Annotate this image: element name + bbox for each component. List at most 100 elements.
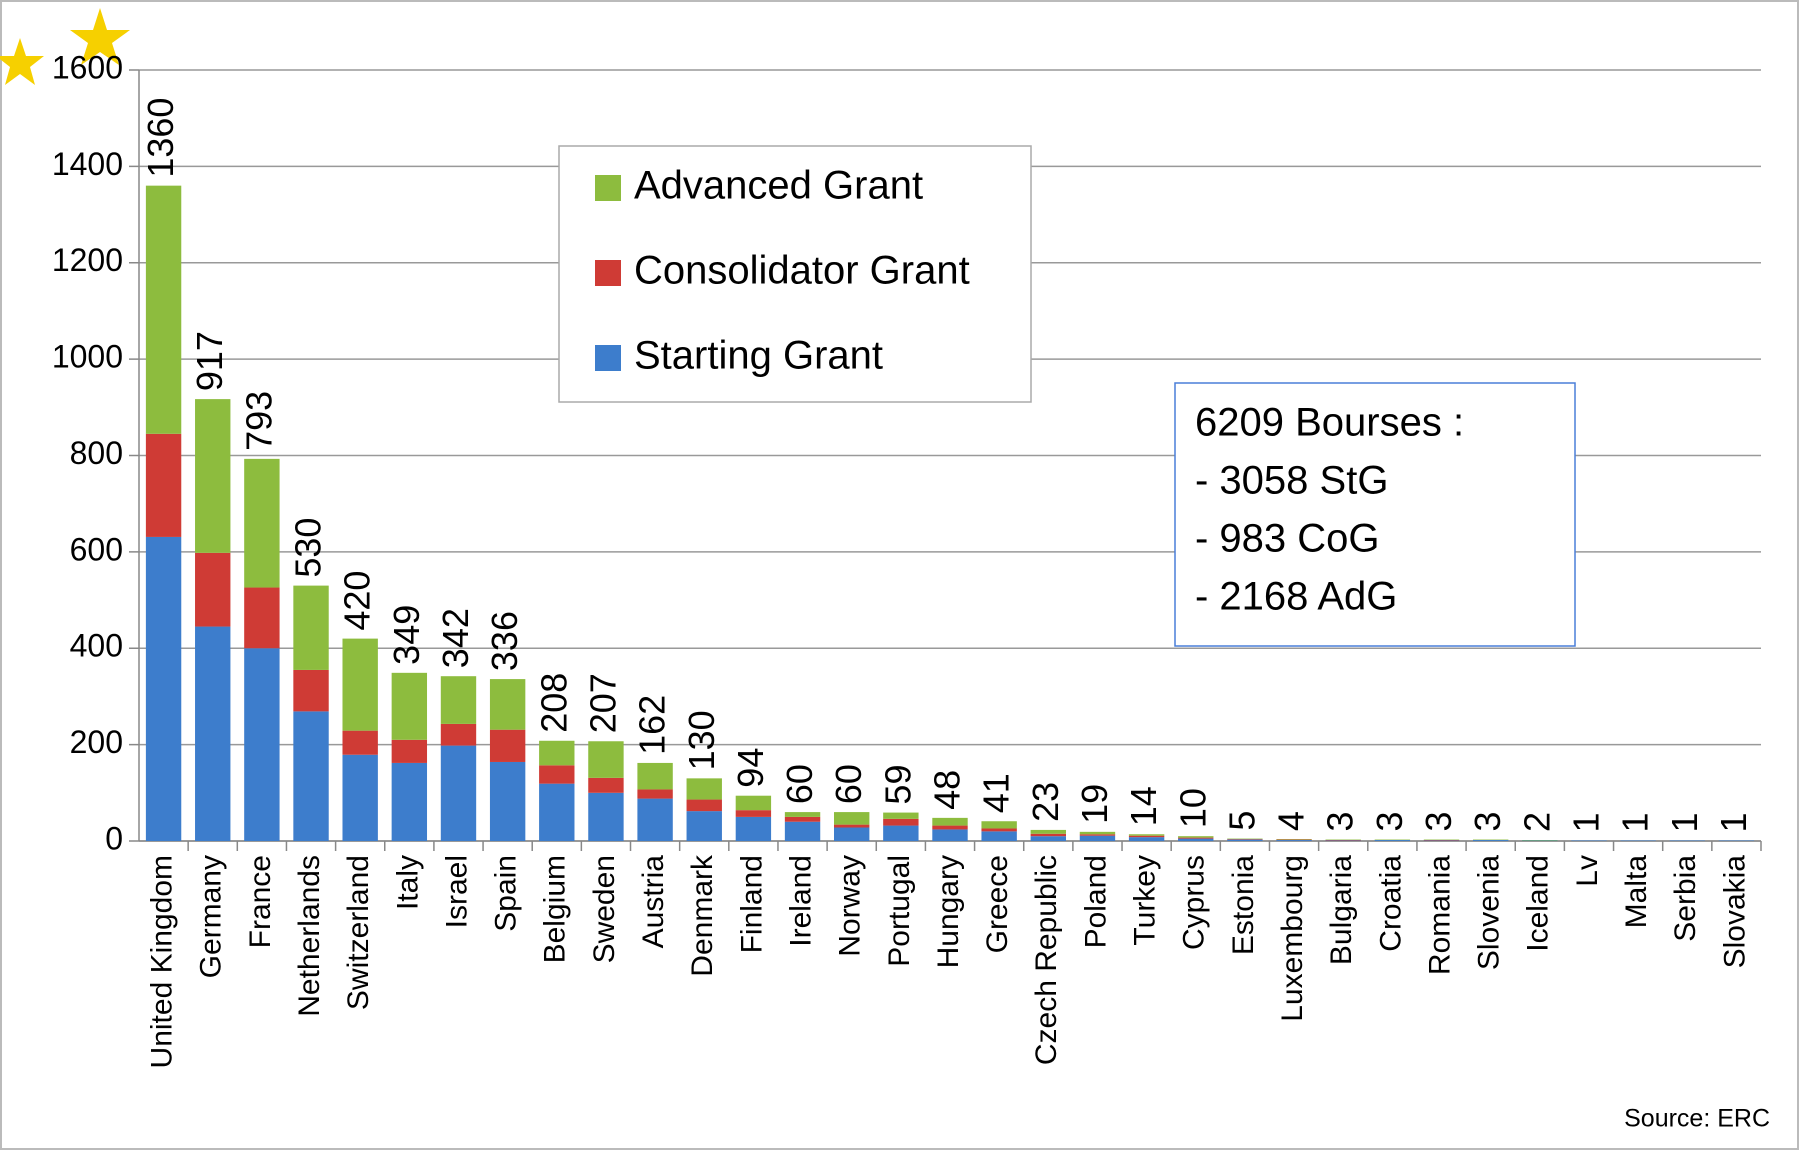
bar-segment	[1472, 840, 1509, 841]
x-tick-label: Turkey	[1129, 855, 1162, 946]
data-label: 4	[1271, 811, 1312, 831]
bar-segment	[883, 818, 919, 826]
x-tick-label: Belgium	[539, 855, 572, 963]
x-tick-label: Poland	[1079, 855, 1112, 948]
annotation-line: 6209 Bourses :	[1195, 401, 1464, 445]
bar-segment	[1128, 837, 1165, 841]
x-tick-label: Croatia	[1374, 855, 1407, 952]
data-label: 14	[1123, 786, 1164, 826]
bar-segment	[195, 399, 231, 553]
bar-segment	[145, 185, 182, 434]
bar-segment	[735, 795, 772, 811]
bar-segment	[686, 799, 722, 812]
x-tick-label: Estonia	[1227, 855, 1260, 955]
data-label: 5	[1221, 811, 1262, 831]
x-tick-label: Serbia	[1669, 855, 1702, 942]
x-tick-label: Sweden	[588, 855, 621, 963]
bar-segment	[539, 765, 575, 784]
bar-segment	[784, 812, 821, 817]
bar-segment	[440, 723, 477, 746]
bar-segment	[1374, 840, 1411, 841]
y-tick-label: 1200	[52, 242, 123, 278]
bar-segment	[834, 812, 870, 825]
data-label: 59	[877, 765, 918, 805]
data-label: 10	[1172, 788, 1213, 828]
legend-swatch	[595, 345, 621, 371]
bar-segment	[293, 711, 329, 841]
x-tick-label: Greece	[981, 855, 1014, 953]
bar-segment	[637, 789, 673, 799]
bar-segment	[834, 824, 870, 828]
bar-segment	[1276, 840, 1312, 841]
data-label: 342	[435, 608, 476, 668]
x-tick-label: France	[244, 855, 277, 948]
data-label: 3	[1369, 812, 1410, 832]
legend-label: Starting Grant	[634, 334, 883, 378]
bar-segment	[981, 828, 1017, 832]
data-label: 1	[1565, 812, 1606, 832]
bar-segment	[1128, 834, 1165, 836]
x-tick-label: Hungary	[932, 855, 965, 968]
x-tick-label: Slovakia	[1718, 855, 1751, 969]
bar-segment	[784, 821, 821, 841]
bar-segment	[932, 817, 968, 826]
bar-segment	[1178, 838, 1214, 841]
data-label: 60	[828, 764, 869, 804]
bar-segment	[686, 778, 722, 800]
bar-segment	[981, 831, 1017, 841]
legend-swatch	[595, 260, 621, 286]
bar-segment	[735, 810, 772, 817]
x-tick-label: United Kingdom	[145, 855, 178, 1068]
data-label: 1360	[140, 98, 181, 178]
bar-segment	[539, 783, 575, 841]
data-label: 94	[730, 748, 771, 788]
bar-segment	[1178, 837, 1214, 839]
data-label: 23	[1025, 782, 1066, 822]
x-tick-label: Spain	[490, 855, 523, 932]
bar-segment	[588, 792, 624, 841]
data-label: 1	[1615, 812, 1656, 832]
x-tick-label: Iceland	[1522, 855, 1555, 952]
annotation-line: - 2168 AdG	[1195, 575, 1397, 619]
bar-segment	[244, 648, 280, 841]
bar-segment	[342, 730, 378, 755]
y-tick-label: 1000	[52, 339, 123, 375]
legend-label: Advanced Grant	[634, 164, 923, 208]
y-tick-label: 0	[105, 820, 123, 856]
x-tick-label: Norway	[834, 855, 867, 957]
bar-segment	[244, 458, 280, 588]
bar-segment	[293, 669, 329, 712]
bar-segment	[932, 829, 968, 841]
x-tick-label: Cyprus	[1178, 855, 1211, 950]
data-label: 793	[238, 391, 279, 451]
data-label: 19	[1074, 784, 1115, 824]
bar-segment	[195, 626, 231, 841]
bar-segment	[1030, 833, 1066, 837]
annotation-line: - 983 CoG	[1195, 517, 1380, 561]
bar-segment	[293, 585, 329, 670]
bar-segment	[1178, 836, 1214, 838]
bar-segment	[244, 587, 280, 649]
x-tick-label: Netherlands	[293, 855, 326, 1017]
y-tick-label: 1600	[52, 49, 123, 85]
bar-segment	[440, 676, 477, 724]
bar-segment	[588, 777, 624, 793]
legend-label: Consolidator Grant	[634, 249, 970, 293]
bar-segment	[391, 762, 428, 841]
bar-segment	[489, 679, 526, 730]
annotation-line: - 3058 StG	[1195, 459, 1388, 503]
data-label: 207	[582, 673, 623, 733]
data-label: 130	[681, 710, 722, 770]
star	[0, 38, 44, 85]
bar-segment	[1079, 834, 1116, 836]
data-label: 530	[288, 518, 329, 578]
x-tick-label: Lv	[1571, 855, 1604, 887]
bar-segment	[588, 741, 624, 778]
y-tick-label: 600	[70, 531, 123, 567]
data-label: 41	[976, 773, 1017, 813]
y-tick-label: 800	[70, 435, 123, 471]
star	[70, 8, 130, 65]
data-label: 1	[1664, 812, 1705, 832]
x-tick-label: Czech Republic	[1030, 855, 1063, 1065]
